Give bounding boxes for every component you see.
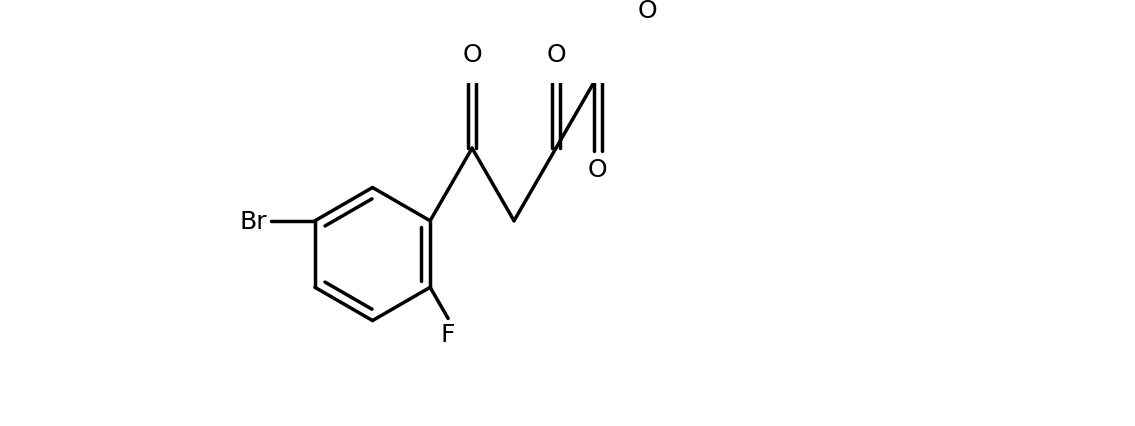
Text: O: O — [462, 43, 482, 67]
Text: F: F — [440, 322, 455, 347]
Text: O: O — [588, 158, 607, 182]
Text: Br: Br — [239, 209, 267, 233]
Text: O: O — [638, 0, 657, 23]
Text: O: O — [546, 43, 565, 67]
